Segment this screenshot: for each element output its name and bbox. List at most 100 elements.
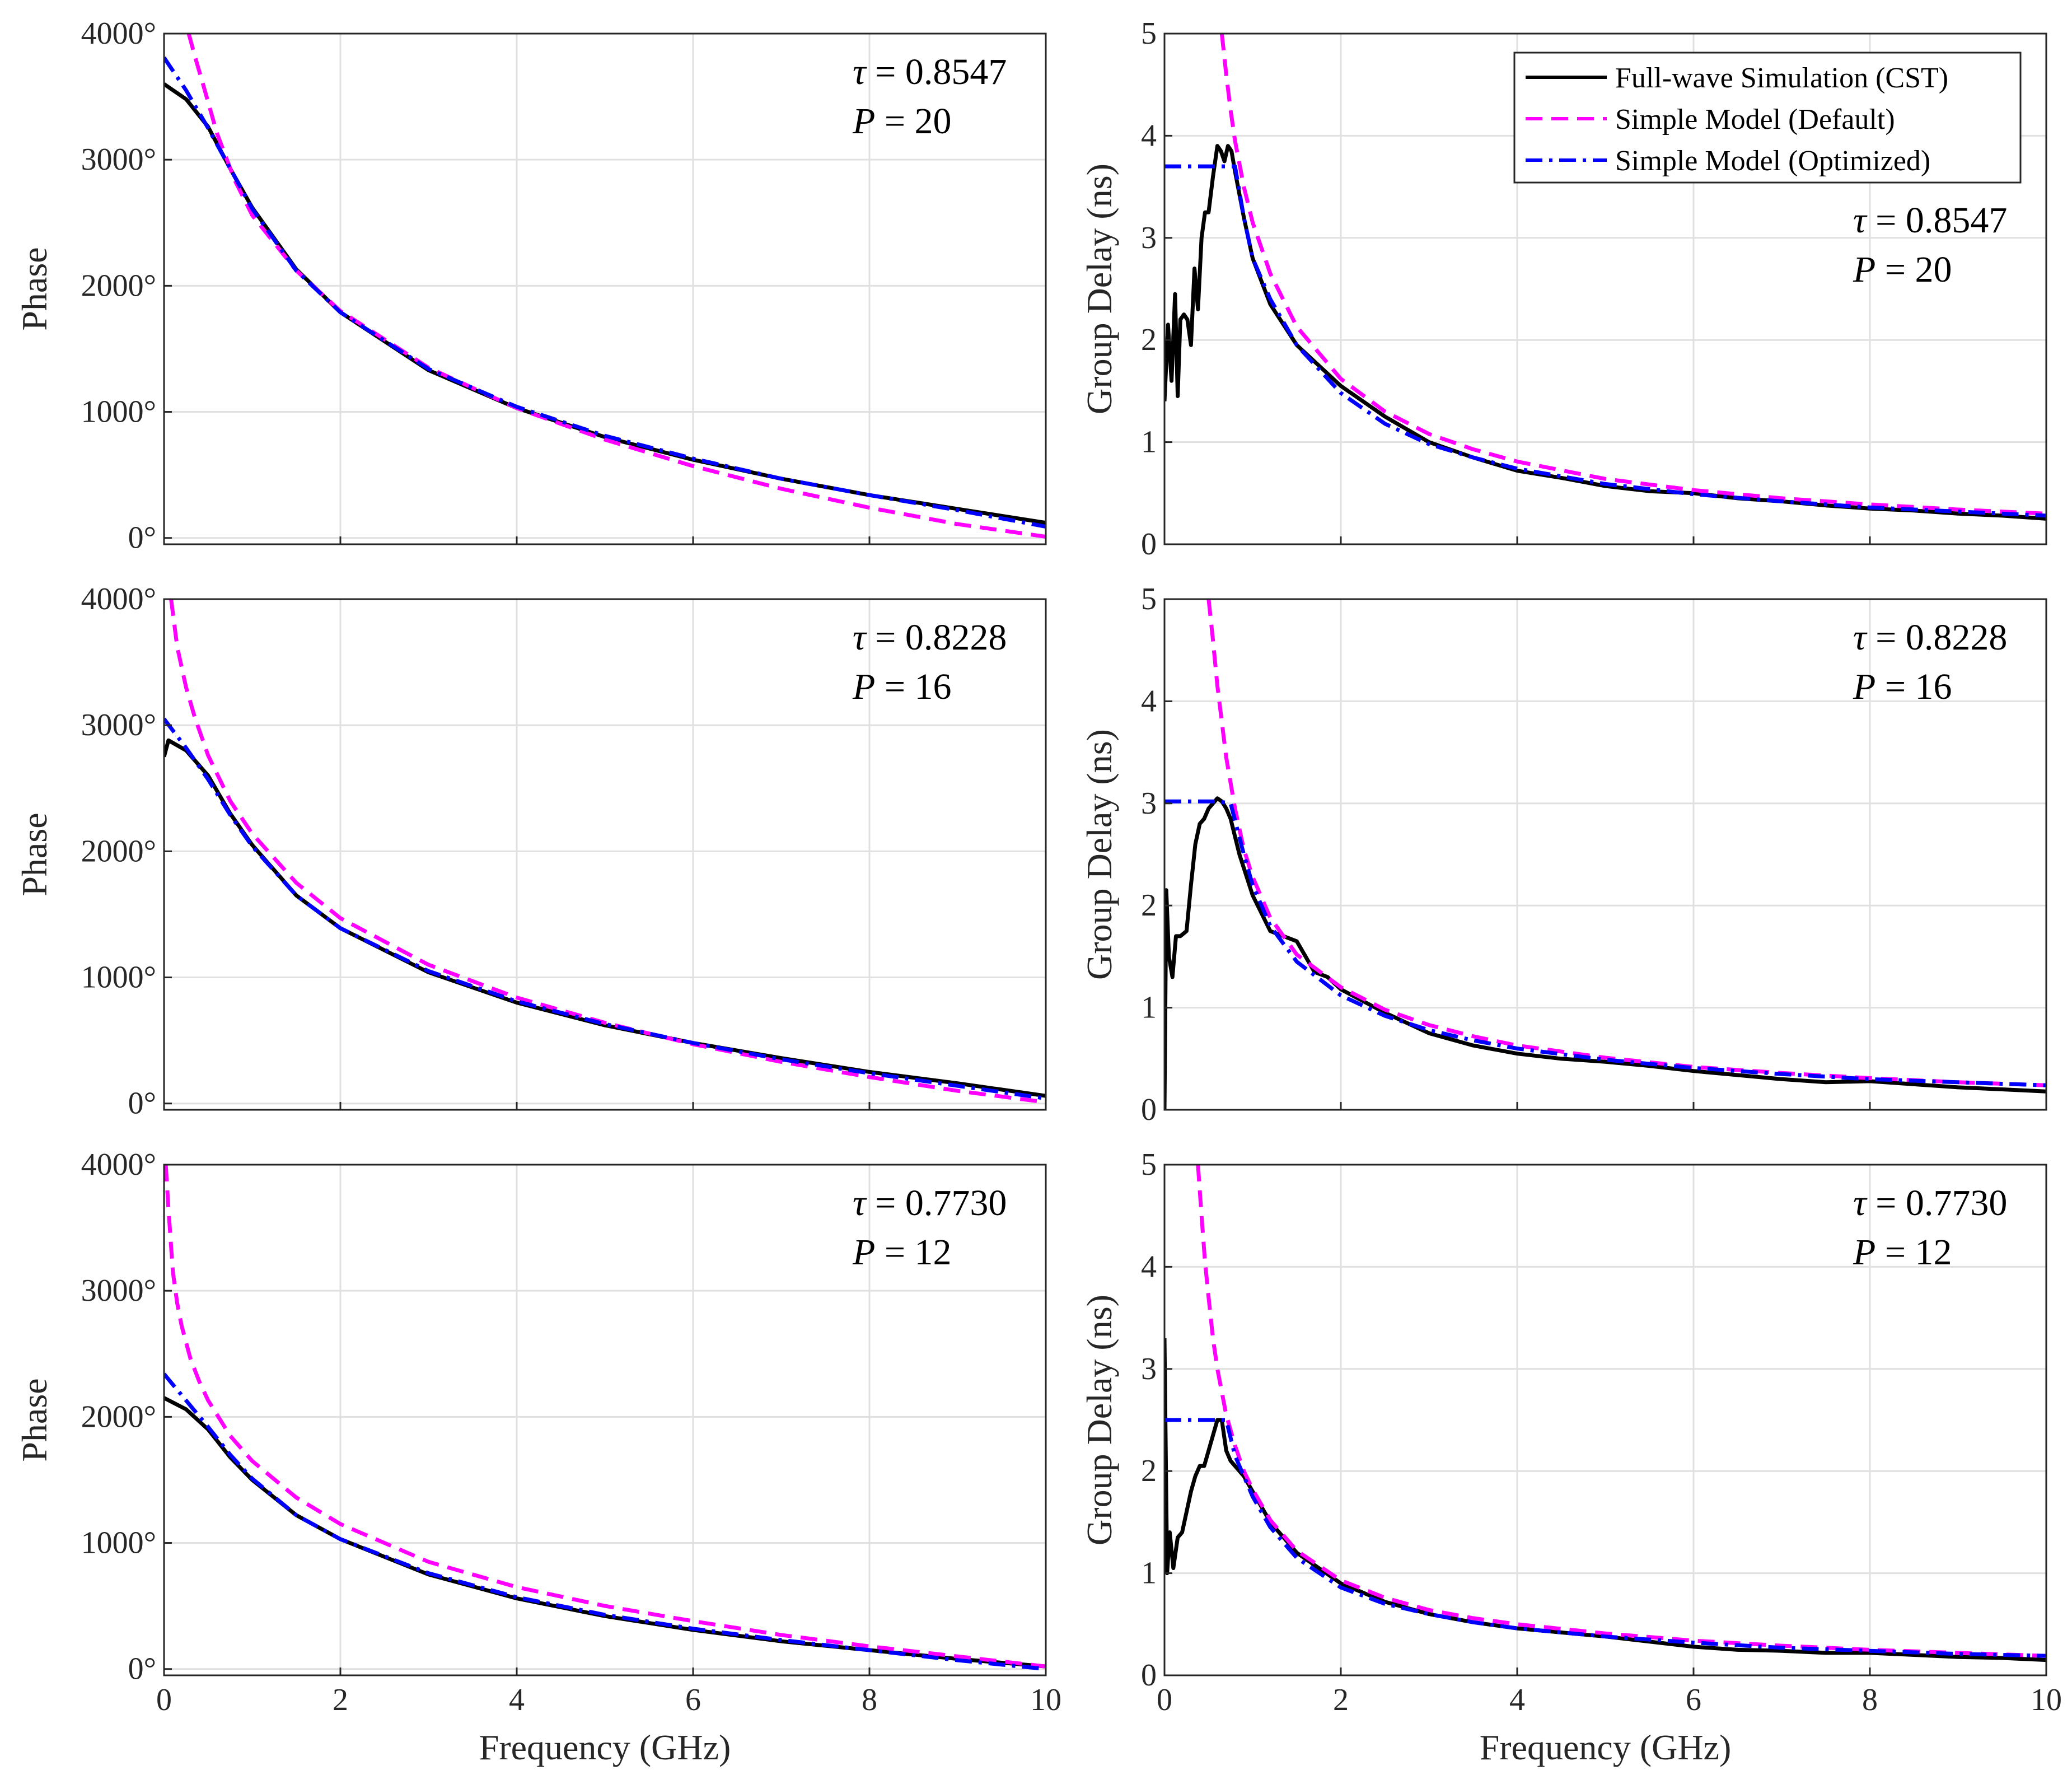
y-tick-label: 2000° xyxy=(81,834,156,868)
y-tick-label: 3000° xyxy=(81,708,156,742)
series-line-default xyxy=(169,599,1046,1104)
annotation-p-symbol: P xyxy=(1853,666,1875,707)
annotation-p: P = 20 xyxy=(852,101,952,142)
legend-entry-optimized: Simple Model (Optimized) xyxy=(1526,145,1930,177)
annotation-p-value: = 12 xyxy=(875,1232,951,1273)
x-tick-label: 2 xyxy=(1333,1683,1349,1717)
series-line-default xyxy=(1219,34,2046,516)
y-tick-label: 0 xyxy=(1141,1092,1157,1127)
y-tick-label: 3 xyxy=(1141,1352,1157,1386)
y-tick-label: 3 xyxy=(1141,786,1157,821)
y-tick-label: 4 xyxy=(1141,118,1157,153)
y-tick-label: 1 xyxy=(1141,1556,1157,1591)
y-axis-label: Phase xyxy=(15,247,54,330)
x-tick-label: 0 xyxy=(1157,1683,1172,1717)
y-tick-label: 0 xyxy=(1141,527,1157,562)
x-tick-label: 4 xyxy=(1509,1683,1525,1717)
annotation-tau: τ = 0.8228 xyxy=(1853,617,2007,658)
y-tick-label: 5 xyxy=(1141,16,1157,51)
y-tick-label: 5 xyxy=(1141,1147,1157,1182)
x-axis-label: Frequency (GHz) xyxy=(479,1727,731,1767)
annotation-p-symbol: P xyxy=(1853,249,1875,290)
y-tick-label: 5 xyxy=(1141,582,1157,616)
y-tick-label: 3000° xyxy=(81,142,156,177)
axes-box xyxy=(1163,32,2047,545)
y-axis-label: Group Delay (ns) xyxy=(1079,1295,1119,1545)
chart-delay-row1: 0 1 2 3 4 5 Group Delay (ns) τ = 0.8547 P = 20 xyxy=(1079,16,2047,562)
y-axis-label: Group Delay (ns) xyxy=(1079,164,1119,414)
annotation-p-symbol: P xyxy=(852,1232,875,1273)
y-tick-label: 1 xyxy=(1141,425,1157,460)
x-tick-label: 8 xyxy=(1862,1683,1878,1717)
y-tick-label: 2 xyxy=(1141,1454,1157,1488)
series-line-default xyxy=(1196,1165,2046,1658)
legend: Full-wave Simulation (CST) Simple Model … xyxy=(1513,52,2022,184)
annotation-p-symbol: P xyxy=(1853,1232,1875,1273)
annotation-tau: τ = 0.8547 xyxy=(853,52,1007,92)
y-tick-label: 0° xyxy=(128,521,156,555)
annotation-tau: τ = 0.7730 xyxy=(1853,1183,2007,1223)
y-tick-label: 0 xyxy=(1141,1658,1157,1693)
series-line-optimized xyxy=(1164,799,2046,1087)
series-line-default xyxy=(164,1165,1046,1669)
annotation-tau-symbol: τ xyxy=(1853,617,1868,658)
chart-delay-row3: 0 2 4 6 8 10 0 1 2 3 4 5 Group Delay (ns) Frequency (… xyxy=(1079,1147,2062,1767)
axes-box xyxy=(1163,598,2047,1111)
chart-delay-row2: 0 1 2 3 4 5 Group Delay (ns) τ = 0.8228 P = 16 xyxy=(1079,582,2047,1127)
annotation-tau: τ = 0.7730 xyxy=(853,1183,1007,1223)
x-tick-label: 4 xyxy=(509,1683,525,1717)
y-tick-label: 1000° xyxy=(81,960,156,995)
annotation-tau-symbol: τ xyxy=(1853,1183,1868,1223)
y-axis-label: Group Delay (ns) xyxy=(1079,729,1119,980)
chart-phase-row3: 0 2 4 6 8 10 0° 1000° 2000° 3000° 4000° Phase Freque… xyxy=(15,1147,1061,1767)
annotation-p: P = 20 xyxy=(1853,249,1952,290)
legend-entry-cst: Full-wave Simulation (CST) xyxy=(1526,62,1948,94)
y-tick-label: 0° xyxy=(128,1652,156,1687)
annotation-p: P = 12 xyxy=(1853,1232,1952,1273)
annotation-tau-symbol: τ xyxy=(853,52,867,92)
y-axis-label: Phase xyxy=(15,812,54,896)
annotation-tau-value: = 0.8547 xyxy=(1867,200,2008,241)
y-tick-label: 2 xyxy=(1141,323,1157,357)
x-tick-label: 10 xyxy=(2031,1683,2062,1717)
x-axis-label: Frequency (GHz) xyxy=(1480,1727,1732,1767)
axes-box xyxy=(1163,1164,2047,1676)
annotation-tau-value: = 0.8228 xyxy=(866,617,1007,658)
annotation-p-value: = 20 xyxy=(875,101,951,142)
annotation-p-symbol: P xyxy=(852,666,875,707)
annotation-tau-value: = 0.7730 xyxy=(1867,1183,2008,1223)
annotation-tau-symbol: τ xyxy=(853,617,867,658)
y-tick-label: 4 xyxy=(1141,1249,1157,1284)
chart-phase-row1: 0° 1000° 2000° 3000° 4000° Phase τ = 0.8547 P =… xyxy=(15,16,1047,555)
annotation-tau-value: = 0.7730 xyxy=(866,1183,1007,1223)
axes-box xyxy=(163,32,1047,545)
annotation-p: P = 16 xyxy=(852,666,952,707)
x-tick-label: 6 xyxy=(685,1683,701,1717)
annotation-p: P = 16 xyxy=(1853,666,1952,707)
series-line-optimized xyxy=(1164,164,2046,518)
axes-box xyxy=(163,598,1047,1111)
y-tick-label: 4 xyxy=(1141,684,1157,718)
series-line-cst xyxy=(1164,1338,2046,1662)
y-tick-label: 1 xyxy=(1141,991,1157,1025)
x-tick-label: 6 xyxy=(1686,1683,1701,1717)
annotation-tau-symbol: τ xyxy=(853,1183,867,1223)
y-tick-label: 0° xyxy=(128,1086,156,1121)
y-tick-label: 3 xyxy=(1141,221,1157,255)
legend-label-cst: Full-wave Simulation (CST) xyxy=(1615,62,1948,94)
legend-entry-default: Simple Model (Default) xyxy=(1526,104,1895,136)
annotation-p-value: = 20 xyxy=(1875,249,1952,290)
legend-label-default: Simple Model (Default) xyxy=(1615,104,1895,136)
annotation-tau-value: = 0.8547 xyxy=(866,52,1007,92)
annotation-p: P = 12 xyxy=(852,1232,952,1273)
annotation-tau: τ = 0.8547 xyxy=(1853,200,2007,241)
y-tick-label: 4000° xyxy=(81,1147,156,1182)
y-tick-label: 1000° xyxy=(81,395,156,429)
series-line-optimized xyxy=(164,56,1046,529)
annotation-tau-symbol: τ xyxy=(1853,200,1868,241)
y-tick-label: 2 xyxy=(1141,888,1157,923)
annotation-tau-value: = 0.8228 xyxy=(1867,617,2008,658)
annotation-p-value: = 16 xyxy=(875,666,951,707)
y-tick-label: 2000° xyxy=(81,268,156,303)
